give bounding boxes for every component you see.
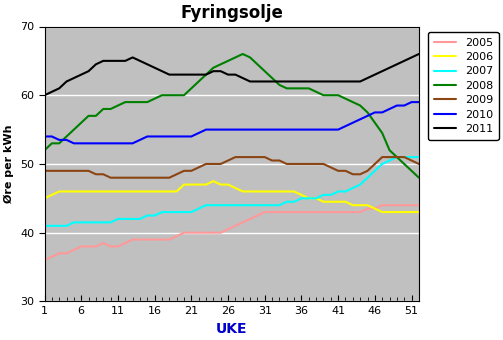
2009 xyxy=(284,162,290,166)
2009 xyxy=(232,155,238,159)
2007 xyxy=(218,203,224,207)
2006 xyxy=(41,196,47,200)
2006 xyxy=(291,189,297,193)
Y-axis label: Øre per kWh: Øre per kWh xyxy=(4,125,15,203)
2011 xyxy=(41,93,47,97)
2008 xyxy=(71,128,77,132)
2010 xyxy=(181,134,187,138)
2005 xyxy=(416,203,422,207)
2005 xyxy=(71,248,77,252)
2006 xyxy=(71,189,77,193)
2011 xyxy=(386,66,392,70)
2007 xyxy=(416,155,422,159)
Line: 2010: 2010 xyxy=(44,102,419,143)
2005 xyxy=(284,210,290,214)
2008 xyxy=(41,148,47,152)
2007 xyxy=(386,158,392,163)
2008 xyxy=(416,176,422,180)
Line: 2009: 2009 xyxy=(44,157,419,178)
2008 xyxy=(277,83,283,87)
2011 xyxy=(284,80,290,84)
2011 xyxy=(269,80,275,84)
2006 xyxy=(277,189,283,193)
2006 xyxy=(379,210,385,214)
Line: 2008: 2008 xyxy=(44,54,419,178)
2007 xyxy=(41,224,47,228)
2010 xyxy=(277,128,283,132)
2011 xyxy=(218,69,224,73)
2011 xyxy=(416,52,422,56)
2010 xyxy=(78,141,84,146)
Line: 2006: 2006 xyxy=(44,181,419,212)
2006 xyxy=(416,210,422,214)
Line: 2005: 2005 xyxy=(44,205,419,260)
2009 xyxy=(108,176,114,180)
2008 xyxy=(240,52,246,56)
2006 xyxy=(210,179,216,183)
2011 xyxy=(174,72,180,76)
2006 xyxy=(225,183,231,187)
2007 xyxy=(71,220,77,224)
2010 xyxy=(247,128,253,132)
2007 xyxy=(174,210,180,214)
2009 xyxy=(71,169,77,173)
2006 xyxy=(247,189,253,193)
2005 xyxy=(394,203,400,207)
2007 xyxy=(394,155,400,159)
Line: 2007: 2007 xyxy=(44,157,419,226)
2005 xyxy=(379,203,385,207)
2008 xyxy=(218,62,224,66)
2005 xyxy=(174,234,180,238)
2009 xyxy=(225,158,231,163)
2007 xyxy=(284,200,290,204)
2009 xyxy=(255,155,261,159)
2010 xyxy=(41,134,47,138)
2008 xyxy=(394,155,400,159)
2006 xyxy=(174,189,180,193)
2009 xyxy=(181,169,187,173)
2011 xyxy=(71,76,77,80)
2010 xyxy=(416,100,422,104)
2005 xyxy=(41,258,47,262)
2008 xyxy=(174,93,180,97)
2010 xyxy=(408,100,414,104)
2007 xyxy=(269,203,275,207)
2005 xyxy=(269,210,275,214)
2010 xyxy=(291,128,297,132)
2008 xyxy=(291,86,297,90)
2009 xyxy=(41,169,47,173)
Line: 2011: 2011 xyxy=(44,54,419,95)
Title: Fyringsolje: Fyringsolje xyxy=(180,4,283,22)
2010 xyxy=(71,141,77,146)
Legend: 2005, 2006, 2007, 2008, 2009, 2010, 2011: 2005, 2006, 2007, 2008, 2009, 2010, 2011 xyxy=(428,32,498,140)
2005 xyxy=(218,231,224,235)
2010 xyxy=(225,128,231,132)
X-axis label: UKE: UKE xyxy=(216,322,247,336)
2009 xyxy=(416,162,422,166)
2009 xyxy=(298,162,304,166)
